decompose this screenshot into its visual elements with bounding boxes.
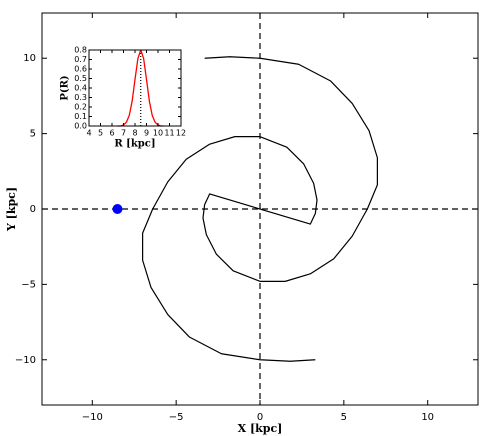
x-tick-label: 7 (121, 129, 126, 138)
x-tick-label: 4 (86, 129, 91, 138)
y-tick-label: 0.4 (74, 84, 87, 93)
x-tick-label: 10 (421, 412, 434, 423)
x-tick-label: 12 (176, 129, 186, 138)
y-tick-label: 10 (23, 53, 36, 64)
y-tick-label: 0.8 (74, 46, 87, 55)
y-axis-label: Y [kpc] (5, 187, 18, 232)
y-tick-label: 0.0 (74, 122, 87, 131)
x-tick-label: 0 (257, 412, 263, 423)
y-tick-label: 5 (30, 129, 36, 140)
x-tick-label: 11 (164, 129, 174, 138)
x-tick-label: 8 (132, 129, 137, 138)
x-tick-label: 5 (341, 412, 347, 423)
x-tick-label: 10 (153, 129, 163, 138)
y-tick-label: 0.6 (74, 65, 87, 74)
y-tick-label: 0 (30, 204, 36, 215)
data-line (142, 56, 378, 362)
point (112, 204, 123, 214)
x-tick-label: 6 (109, 129, 114, 138)
plot-area (89, 50, 181, 126)
x-tick-label: −10 (82, 412, 103, 423)
y-tick-label: 0.2 (74, 103, 87, 112)
x-tick-label: 9 (144, 129, 149, 138)
y-tick-label: 0.5 (74, 74, 87, 83)
x-tick-label: −5 (169, 412, 184, 423)
axes: 4 5 6 7 8 9 10 11 12 0.00.10.20.30.40.50.60.70.8 R… (60, 46, 187, 150)
x-tick-label: 5 (98, 129, 103, 138)
y-tick-label: −5 (21, 279, 36, 290)
y-tick-label: −10 (15, 355, 36, 366)
y-tick-label: 0.3 (74, 93, 87, 102)
x-axis-label: R [kpc] (114, 139, 155, 150)
y-tick-label: 0.1 (74, 112, 87, 121)
y-axis-label: P(R) (60, 75, 71, 100)
y-tick-label: 0.7 (74, 55, 87, 64)
x-axis-label: X [kpc] (238, 422, 283, 435)
